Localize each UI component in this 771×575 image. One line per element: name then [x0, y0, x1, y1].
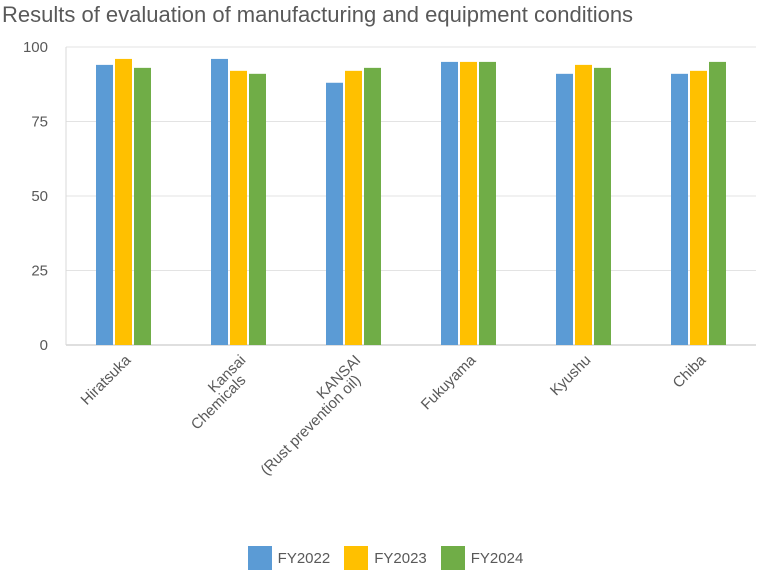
bar-fy2024 [364, 67, 381, 346]
x-tick-label: Fukuyama [418, 351, 480, 413]
legend-swatch [344, 546, 369, 570]
bar-fy2023 [345, 70, 362, 345]
y-tick-label: 75 [31, 114, 48, 131]
x-tick-label-line: Chiba [670, 351, 710, 391]
x-tick-label: Kyushu [547, 352, 594, 399]
bar-fy2022 [326, 82, 343, 345]
x-tick-label-line: Fukuyama [418, 351, 480, 413]
bar-fy2022 [211, 58, 228, 346]
bar-fy2023 [575, 64, 592, 345]
legend: FY2022 FY2023 FY2024 [0, 546, 771, 570]
bar-fy2023 [690, 70, 707, 345]
bar-fy2023 [115, 58, 132, 346]
bar-fy2022 [441, 61, 458, 346]
legend-swatch [247, 546, 272, 570]
x-tick-label-line: Hiratsuka [78, 351, 135, 408]
bar-fy2023 [230, 70, 247, 345]
legend-item-fy2023: FY2023 [344, 546, 427, 570]
y-tick-label: 100 [23, 39, 48, 56]
legend-label: FY2023 [374, 549, 427, 567]
x-tick-label: Chiba [670, 351, 710, 391]
x-tick-label-line: (Rust prevention oil) [257, 372, 364, 479]
legend-label: FY2024 [470, 549, 524, 567]
bar-fy2024 [709, 61, 726, 346]
bar-fy2023 [460, 61, 477, 346]
y-tick-label: 25 [31, 263, 48, 280]
x-tick-label: Hiratsuka [78, 351, 135, 408]
y-tick-label: 50 [31, 188, 48, 205]
bar-fy2022 [556, 73, 573, 345]
legend-label: FY2022 [277, 549, 331, 567]
bar-fy2024 [134, 67, 151, 346]
x-tick-label-line: Kyushu [547, 352, 594, 399]
y-tick-label: 0 [40, 337, 48, 354]
x-tick-label: KANSAI(Rust prevention oil) [257, 352, 364, 479]
bar-fy2024 [479, 61, 496, 346]
bar-fy2022 [671, 73, 688, 345]
legend-item-fy2022: FY2022 [247, 546, 331, 570]
chart-title: Results of evaluation of manufacturing a… [2, 2, 634, 27]
bar-fy2024 [594, 67, 611, 346]
legend-swatch [440, 546, 465, 570]
bar-fy2022 [96, 64, 113, 345]
legend-item-fy2024: FY2024 [440, 546, 524, 570]
bar-fy2024 [249, 73, 266, 345]
